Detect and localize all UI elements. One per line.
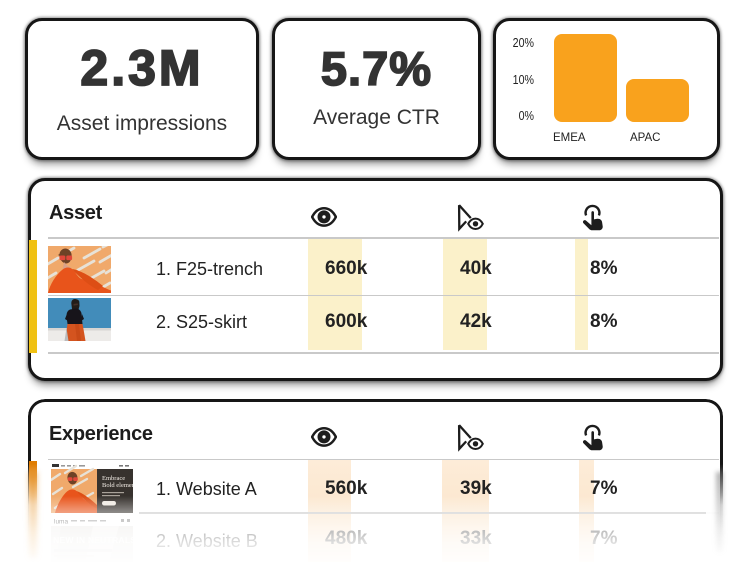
svg-text:luma: luma [54, 519, 68, 526]
svg-text:NEW IN NEUTRALS: NEW IN NEUTRALS [53, 535, 133, 545]
svg-text:Bold elements: Bold elements [102, 482, 133, 489]
svg-text:Embrace: Embrace [102, 475, 125, 482]
